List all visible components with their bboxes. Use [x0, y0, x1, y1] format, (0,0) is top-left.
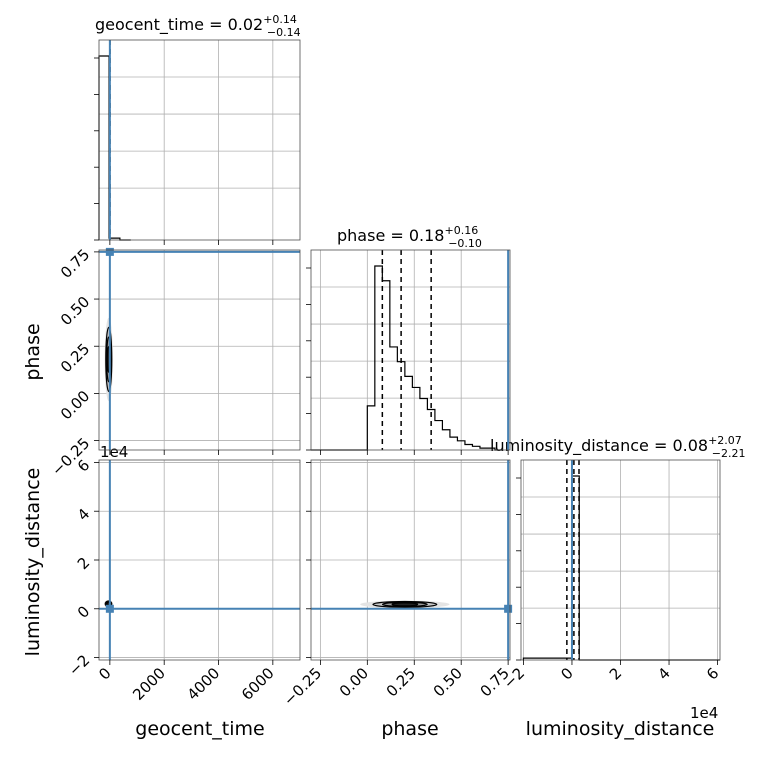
title-phase: phase = 0.18+0.16 −0.10 — [337, 224, 482, 250]
xlabel-phase: phase — [381, 718, 438, 740]
panel-frame-1-0 — [98, 249, 301, 451]
truth-layer — [99, 40, 573, 660]
ylabel-luminosity-distance: luminosity_distance — [22, 468, 44, 657]
xlabel-luminosity-distance: luminosity_distance — [526, 718, 715, 740]
contour-ld_vs_phase-2 — [391, 602, 419, 607]
offset-text-ld-y: 1e4 — [100, 443, 128, 461]
truth-point-luminosity_distance-geocent_time — [105, 604, 114, 613]
truth-point-phase-geocent_time — [105, 247, 114, 256]
title-luminosity-distance: luminosity_distance = 0.08+2.07 −2.21 — [490, 434, 746, 460]
offset-text-ld-x: 1e4 — [690, 704, 718, 722]
truth-point-luminosity_distance-phase — [504, 604, 513, 613]
panel-frame-1-1 — [310, 249, 511, 451]
ylabel-phase: phase — [22, 323, 44, 380]
panel-frame-0-0 — [98, 39, 301, 241]
title-geocent-time: geocent_time = 0.02+0.14 −0.14 — [95, 13, 301, 39]
xlabel-geocent-time: geocent_time — [135, 718, 264, 740]
